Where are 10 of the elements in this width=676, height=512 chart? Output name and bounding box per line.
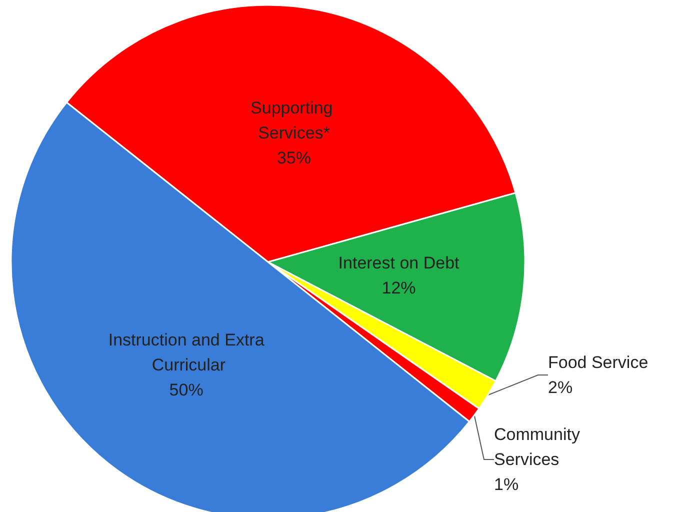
- slice-label: Instruction and Extra Curricular: [108, 330, 265, 375]
- data-label: 2%: [548, 378, 573, 397]
- slice-label: Food Service: [548, 353, 648, 372]
- slice-label: Interest on Debt: [338, 254, 460, 273]
- data-label: 50%: [169, 380, 204, 400]
- slice-label: Supporting Services*: [250, 98, 338, 143]
- slice-label: Community Services: [494, 425, 585, 469]
- data-label: 12%: [382, 278, 416, 298]
- data-label: 1%: [494, 475, 519, 494]
- data-label: 35%: [276, 148, 312, 168]
